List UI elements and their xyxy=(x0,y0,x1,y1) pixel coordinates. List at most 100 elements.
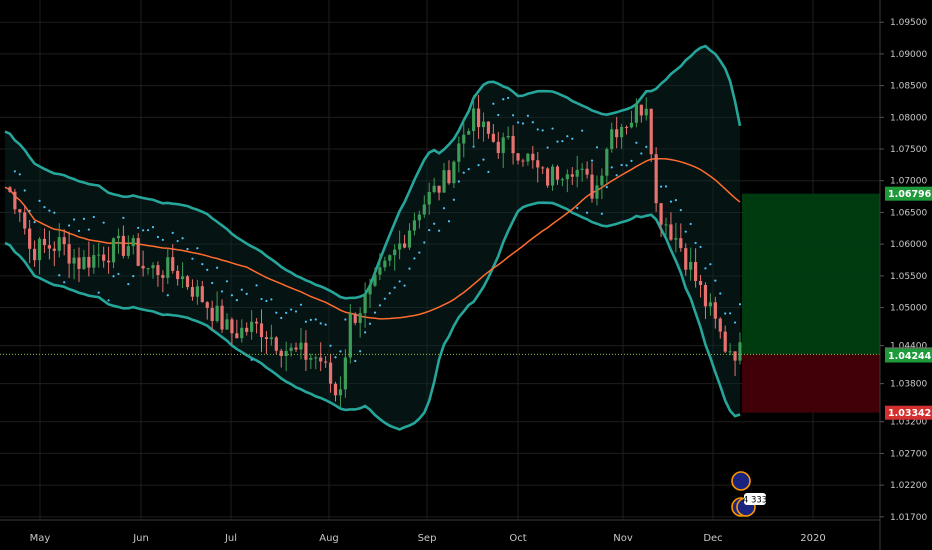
candle-body xyxy=(437,185,441,193)
candle-body xyxy=(141,265,145,269)
sar-dot xyxy=(467,168,470,171)
candle-body xyxy=(605,149,609,176)
sar-dot xyxy=(571,137,574,140)
sar-dot xyxy=(526,114,529,117)
sar-dot xyxy=(482,158,485,161)
sar-dot xyxy=(186,247,189,251)
candle-body xyxy=(620,126,624,138)
candle-body xyxy=(28,228,32,249)
sar-dot xyxy=(344,318,347,321)
sar-dot xyxy=(640,152,643,155)
sar-dot xyxy=(216,266,219,269)
sar-dot xyxy=(339,350,342,353)
sar-dot xyxy=(181,237,184,240)
candle-body xyxy=(353,313,357,323)
sar-dot xyxy=(196,247,199,250)
candle-body xyxy=(422,204,426,215)
candle-body xyxy=(13,191,17,210)
candle-body xyxy=(156,265,160,276)
y-tick-label: 1.07500 xyxy=(890,145,927,155)
sar-dot xyxy=(408,267,411,270)
candle-body xyxy=(358,313,362,323)
candle-body xyxy=(289,347,293,351)
candle-body xyxy=(333,383,338,396)
x-tick-label: Jun xyxy=(132,533,149,544)
candle-body xyxy=(476,108,481,128)
sar-dot xyxy=(255,284,258,287)
candle-body xyxy=(67,244,71,264)
sar-dot xyxy=(13,170,16,173)
sar-dot xyxy=(595,146,599,149)
candle-body xyxy=(664,224,668,226)
x-tick-label: Sep xyxy=(418,533,437,544)
candle-body xyxy=(264,337,269,340)
candle-body xyxy=(398,243,402,250)
sar-dot xyxy=(265,299,268,303)
candle-body xyxy=(245,327,249,332)
sar-dot xyxy=(314,318,317,321)
y-tick-label: 1.04400 xyxy=(890,342,927,352)
sar-dot xyxy=(674,199,677,202)
sar-dot xyxy=(625,164,628,167)
candle-body xyxy=(368,285,372,295)
sar-dot xyxy=(536,128,539,131)
candle-body xyxy=(254,321,259,324)
candle-body xyxy=(111,238,116,263)
sar-dot xyxy=(68,224,71,227)
candle-body xyxy=(250,321,254,332)
sar-dot xyxy=(699,245,702,249)
sar-dot xyxy=(388,292,391,295)
sar-dot xyxy=(521,122,525,125)
candle-body xyxy=(694,262,698,282)
sar-dot xyxy=(146,229,150,232)
sar-dot xyxy=(359,350,362,353)
candle-body xyxy=(565,174,569,180)
sar-dot xyxy=(729,312,732,315)
sar-dot xyxy=(156,235,160,239)
candle-body xyxy=(407,230,412,248)
sar-dot xyxy=(58,274,61,277)
candle-body xyxy=(200,286,204,303)
bollinger-upper xyxy=(4,44,742,300)
y-tick-label: 1.01700 xyxy=(890,513,927,523)
y-tick-label: 1.02200 xyxy=(890,481,927,491)
sar-dot xyxy=(364,331,367,334)
candle-body xyxy=(102,254,106,261)
loss-zone xyxy=(742,354,880,413)
candle-body xyxy=(703,284,708,307)
sar-dot xyxy=(635,141,638,144)
candle-body xyxy=(171,257,175,271)
candle-body xyxy=(639,104,643,116)
sar-dot xyxy=(383,297,386,300)
candle-body xyxy=(491,133,495,142)
candle-body xyxy=(506,135,510,138)
candle-body xyxy=(402,243,407,248)
candle-body xyxy=(37,238,42,261)
candle-body xyxy=(644,108,648,116)
candle-body xyxy=(679,238,683,249)
candle-body xyxy=(220,305,224,330)
candle-body xyxy=(180,276,185,280)
y-tick-label: 1.06500 xyxy=(890,208,927,218)
x-tick-label: May xyxy=(30,533,51,544)
sar-dot xyxy=(304,320,308,323)
sar-dot xyxy=(442,207,446,210)
sar-dot xyxy=(122,216,125,219)
sar-dot xyxy=(18,173,21,176)
sar-dot xyxy=(437,229,441,232)
candle-body xyxy=(309,357,313,360)
candle-body xyxy=(708,302,713,307)
candle-body xyxy=(590,174,594,199)
candle-body xyxy=(57,237,61,251)
candle-body xyxy=(486,121,491,134)
y-tick-label: 1.09000 xyxy=(890,50,927,60)
sar-dot xyxy=(561,140,564,143)
sar-dot xyxy=(581,129,584,132)
candle-body xyxy=(205,302,209,308)
sar-dot xyxy=(511,114,515,117)
sar-dot xyxy=(191,257,194,260)
sar-dot xyxy=(48,209,51,212)
sar-dot xyxy=(590,159,594,162)
event-count-label: 4 333 xyxy=(743,496,767,506)
